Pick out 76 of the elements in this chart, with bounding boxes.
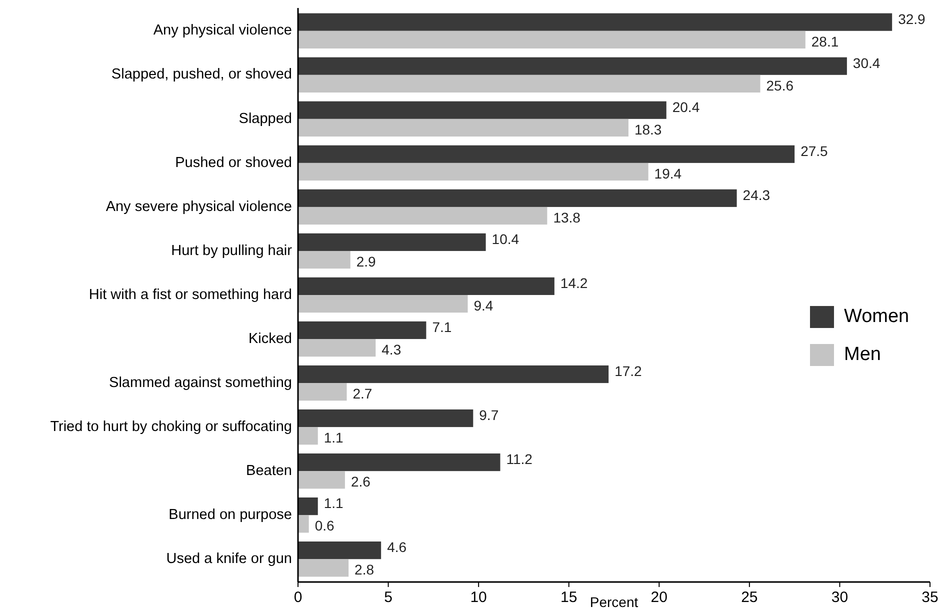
y-tick-label: Pushed or shoved [175,154,292,171]
data-label: 27.5 [800,142,828,159]
y-tick-label: Tried to hurt by choking or suffocating [50,418,292,435]
data-label: 2.6 [350,474,371,490]
data-label: 19.4 [654,165,682,182]
bar [298,101,666,119]
bar [298,189,737,207]
data-label: 24.3 [742,186,770,203]
data-label: 7.1 [432,318,452,335]
data-label: 28.1 [811,33,839,50]
data-label: 2.7 [352,386,372,402]
y-tick-label: Slapped, pushed, or shoved [111,66,292,83]
y-tick-label: Any physical violence [153,22,292,39]
data-label: 13.8 [553,209,581,226]
bar [298,409,474,428]
x-tick-label: 20 [650,589,668,606]
bar [298,206,548,225]
bar [298,471,345,489]
data-label: 30.4 [852,54,880,71]
bar [298,365,609,384]
x-tick-label: 15 [560,589,578,606]
data-label: 11.2 [506,450,533,467]
bar [298,74,760,93]
y-tick-label: Slapped [238,110,292,127]
bar [298,321,426,340]
bar [298,497,318,516]
data-label: 14.2 [560,274,588,291]
x-tick-label: 0 [294,589,302,606]
data-label: 4.3 [382,342,402,358]
y-tick-label: Used a knife or gun [166,550,292,567]
bar [298,559,349,577]
bar [298,30,806,48]
y-tick-label: Burned on purpose [168,506,292,523]
bar [298,118,628,137]
y-tick-label: Any severe physical violence [106,198,292,215]
data-label: 25.6 [766,77,794,94]
bar [298,277,554,295]
data-label: 32.9 [898,10,926,27]
y-tick-label: Hit with a fist or something hard [88,286,292,303]
data-label: 2.8 [354,562,374,578]
data-label: 18.3 [634,121,662,138]
bar [298,295,468,313]
bar [298,339,376,357]
data-label: 9.4 [474,298,494,314]
data-label: 4.6 [387,539,407,556]
bar [298,57,847,75]
bar [298,145,795,163]
x-axis-title: Percent [590,594,638,610]
bar [298,542,382,560]
y-tick-label: Beaten [246,462,292,479]
legend-label: Men [844,344,881,366]
bar [298,233,486,251]
bar [298,427,318,445]
data-label: 20.4 [672,98,700,115]
y-tick-label: Kicked [248,330,292,347]
bar [298,162,648,181]
bar [298,13,892,31]
data-label: 9.7 [479,406,499,423]
x-tick-label: 30 [831,589,848,606]
bar [298,383,347,401]
data-label: 0.6 [314,518,335,534]
x-tick-label: 25 [741,589,758,606]
data-label: 1.1 [324,430,344,446]
data-label: 17.2 [614,362,642,379]
legend-label: Women [844,306,910,328]
y-tick-label: Hurt by pulling hair [171,242,292,259]
x-tick-label: 10 [470,589,487,606]
x-tick-label: 5 [384,589,392,606]
x-tick-label: 35 [922,589,938,606]
data-label: 1.1 [324,494,344,511]
bar [298,453,500,472]
data-label: 2.9 [356,253,376,270]
y-tick-label: Slammed against something [109,374,292,391]
bar [298,250,350,269]
data-label: 10.4 [492,230,520,247]
bar [298,515,309,533]
